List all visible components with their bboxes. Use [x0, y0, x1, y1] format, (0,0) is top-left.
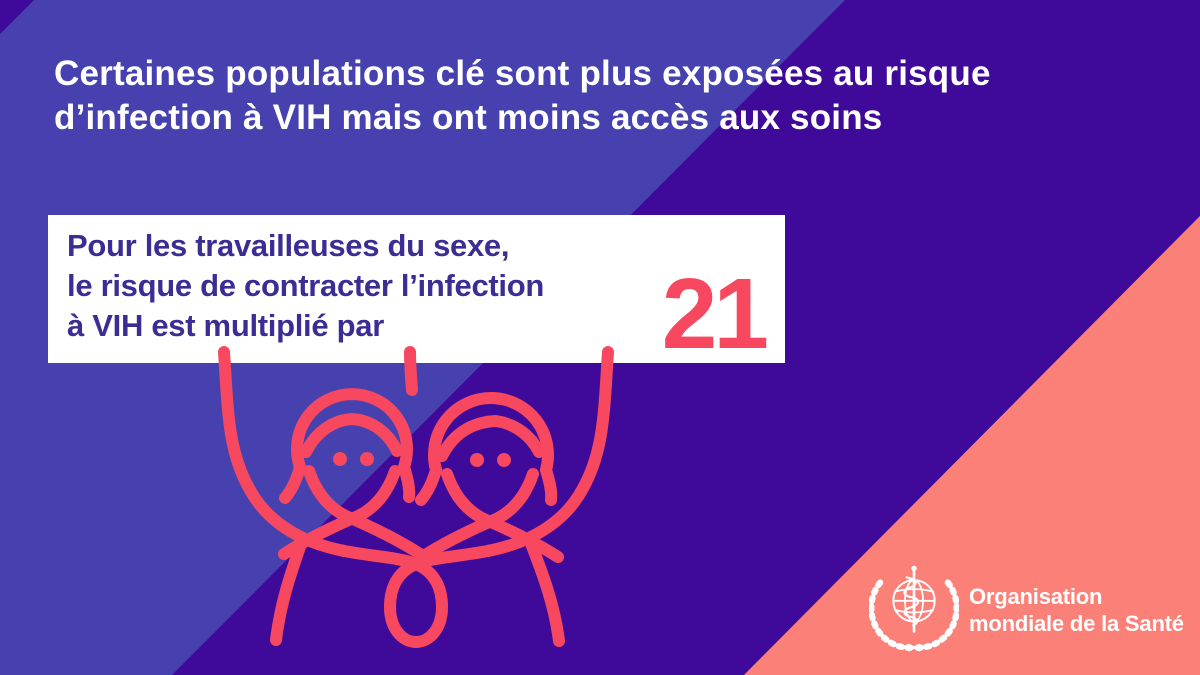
stat-card-line-2: le risque de contracter l’infection	[67, 268, 545, 303]
wreath-tie	[907, 643, 921, 652]
stat-card-text: Pour les travailleuses du sexe, le risqu…	[48, 215, 785, 363]
headline: Certaines populations clé sont plus expo…	[54, 52, 1174, 140]
who-logo-text: Organisation mondiale de la Santé	[969, 583, 1184, 637]
who-logo-line-1: Organisation	[969, 584, 1103, 609]
who-emblem-icon	[869, 565, 959, 652]
who-logo-line-2: mondiale de la Santé	[969, 611, 1184, 636]
asclepius-snake	[903, 576, 920, 627]
rod-knob	[911, 565, 917, 572]
headline-line-1: Certaines populations clé sont plus expo…	[54, 54, 991, 93]
stat-card: Pour les travailleuses du sexe, le risqu…	[48, 215, 785, 370]
stat-card-line-1: Pour les travailleuses du sexe,	[67, 228, 510, 263]
who-logo: Organisation mondiale de la Santé	[869, 563, 1184, 653]
stat-multiplier-value: 21	[661, 258, 769, 370]
stat-card-line-3: à VIH est multiplié par	[67, 308, 384, 343]
wreath-left-branch	[869, 578, 914, 651]
headline-line-2: d’infection à VIH mais ont moins accès a…	[54, 98, 883, 137]
bg-corner-dark-triangle	[0, 0, 34, 34]
bg-coral-triangle	[744, 216, 1200, 675]
wreath-right-branch	[914, 578, 959, 651]
